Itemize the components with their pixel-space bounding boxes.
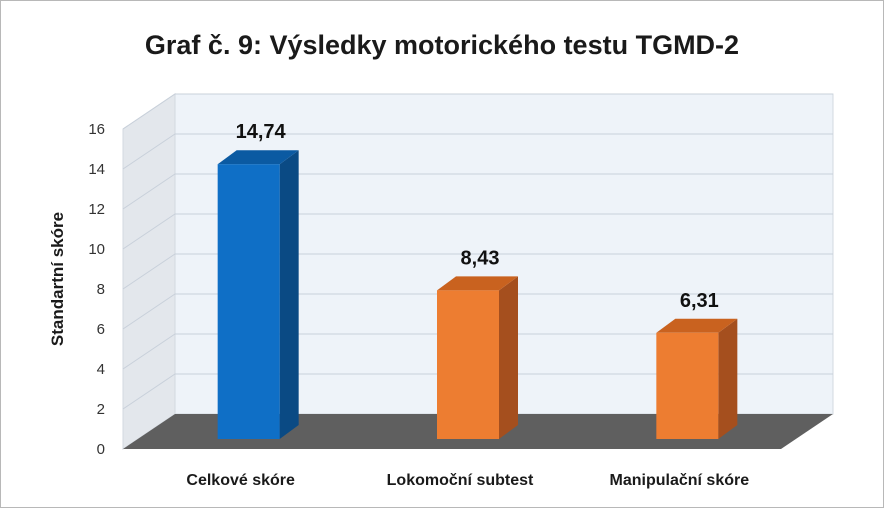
y-tick-label: 16 — [88, 121, 105, 138]
bar-top — [437, 276, 518, 291]
y-tick-label: 2 — [97, 401, 105, 418]
y-tick-label: 8 — [97, 281, 105, 298]
bar — [656, 318, 738, 439]
y-axis-label: Standartní skóre — [48, 212, 67, 346]
category-labels: Celkové skóre Lokomoční subtest Manipulačn… — [186, 472, 749, 489]
y-tick-label: 0 — [97, 441, 105, 458]
data-label: 6,31 — [680, 290, 719, 312]
data-label: 8,43 — [461, 247, 500, 269]
bar-front — [217, 164, 280, 439]
gridline — [122, 213, 833, 250]
data-labels: 14,74 8,43 6,31 — [236, 121, 719, 312]
bar — [437, 276, 518, 439]
gridline — [122, 373, 833, 410]
gridline — [122, 293, 833, 330]
gridline — [122, 333, 833, 370]
y-tick-label: 12 — [88, 201, 105, 218]
bar-front — [437, 290, 499, 439]
bar-top — [656, 318, 738, 333]
gridline — [122, 133, 833, 170]
bar-front — [656, 332, 719, 439]
gridline — [122, 93, 833, 130]
y-tick-label: 14 — [88, 161, 105, 178]
bar — [217, 150, 299, 439]
category-label: Celkové skóre — [186, 472, 295, 489]
data-label: 14,74 — [236, 121, 287, 143]
gridline — [122, 253, 833, 290]
chart-title: Graf č. 9: Výsledky motorického testu TG… — [145, 30, 739, 60]
bars — [217, 150, 738, 439]
gridlines — [122, 93, 833, 410]
bar-top — [217, 150, 299, 165]
bar-side — [718, 318, 738, 439]
category-label: Manipulační skóre — [610, 472, 750, 489]
gridline — [122, 173, 833, 210]
bar-side — [279, 150, 299, 439]
y-axis-ticks: 0 2 4 6 8 10 12 14 16 — [88, 121, 105, 458]
y-tick-label: 10 — [88, 241, 105, 258]
category-label: Lokomoční subtest — [387, 472, 534, 489]
y-tick-label: 6 — [97, 321, 105, 338]
bar-side — [499, 276, 518, 439]
y-tick-label: 4 — [97, 361, 105, 378]
